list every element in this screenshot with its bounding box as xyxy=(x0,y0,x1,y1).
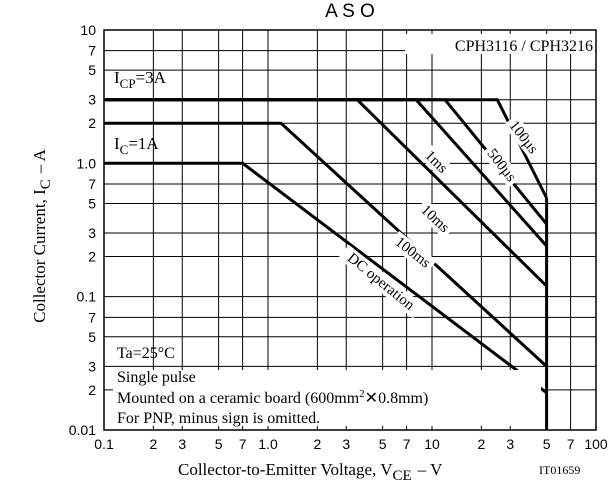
x-tick-label: 2 xyxy=(313,436,321,452)
note-pulse: Single pulse xyxy=(117,369,196,386)
note-pnp: For PNP, minus sign is omitted. xyxy=(117,410,320,427)
x-tick-label: 7 xyxy=(567,436,575,452)
x-tick-label: 7 xyxy=(239,436,247,452)
x-tick-label: 3 xyxy=(178,436,186,452)
notes-bg xyxy=(113,370,541,426)
x-tick-label: 2 xyxy=(477,436,485,452)
label-100us-bg xyxy=(503,114,544,160)
part-number: CPH3116 / CPH3216 xyxy=(455,38,593,55)
x-tick-label: 10 xyxy=(424,436,440,452)
y-tick-label: 3 xyxy=(88,92,96,108)
x-tick-label: 1.0 xyxy=(258,436,278,452)
y-tick-label: 5 xyxy=(88,62,96,78)
curve-dc-operation xyxy=(104,161,548,394)
x-tick-label: 0.1 xyxy=(94,436,114,452)
curve-10ms xyxy=(104,98,548,288)
label-10ms-bg xyxy=(414,198,456,239)
label-100ms-bg xyxy=(388,230,437,274)
ic-label: IC=1A xyxy=(114,134,159,157)
y-tick-label: 7 xyxy=(88,176,96,192)
part-number-bg xyxy=(405,34,595,54)
y-tick-label: 0.1 xyxy=(77,289,97,305)
y-tick-label: 7 xyxy=(88,43,96,59)
curves xyxy=(104,98,549,430)
label-100ms: 100ms xyxy=(392,234,434,271)
x-tick-label: 7 xyxy=(403,436,411,452)
y-tick-label: 3 xyxy=(88,225,96,241)
y-tick-label: 7 xyxy=(88,309,96,325)
label-dc-bg xyxy=(338,244,424,319)
y-tick-label: 0.01 xyxy=(69,422,96,438)
x-tick-label: 2 xyxy=(149,436,157,452)
y-tick-label: 1.0 xyxy=(77,155,97,171)
curve-100ms xyxy=(104,121,548,368)
y-tick-label: 2 xyxy=(88,382,96,398)
x-tick-label: 3 xyxy=(342,436,350,452)
x-tick-label: 5 xyxy=(379,436,387,452)
icp-label: ICP=3A xyxy=(114,68,167,91)
x-tick-label: 100 xyxy=(584,436,608,452)
label-1ms-bg xyxy=(418,144,454,180)
y-tick-labels: 0.01 2 3 5 7 0.1 2 3 5 7 1.0 2 3 5 7 10 xyxy=(69,22,96,438)
x-tick-label: 5 xyxy=(543,436,551,452)
x-tick-labels: 0.1 2 3 5 7 1.0 2 3 5 7 10 2 3 5 7 100 xyxy=(94,436,608,452)
chart-title: A S O xyxy=(325,1,375,22)
label-500us-bg xyxy=(481,142,522,188)
note-mounting: Mounted on a ceramic board (600mm2✕0.8mm… xyxy=(117,388,428,407)
x-tick-label: 3 xyxy=(506,436,514,452)
y-tick-label: 2 xyxy=(88,249,96,265)
y-tick-label: 10 xyxy=(80,22,96,38)
figure-code: IT01659 xyxy=(539,463,580,477)
note-temperature: Ta=25°C xyxy=(117,345,175,362)
x-axis-label: Collector-to-Emitter Voltage, VCE – V xyxy=(178,460,443,484)
y-tick-label: 5 xyxy=(88,329,96,345)
y-tick-label: 3 xyxy=(88,358,96,374)
x-tick-label: 5 xyxy=(215,436,223,452)
y-tick-label: 5 xyxy=(88,195,96,211)
plot-frame xyxy=(103,29,597,431)
y-axis-label: Collector Current, IC– A xyxy=(30,148,54,322)
y-tick-label: 2 xyxy=(88,115,96,131)
curve-100-s xyxy=(104,98,548,199)
